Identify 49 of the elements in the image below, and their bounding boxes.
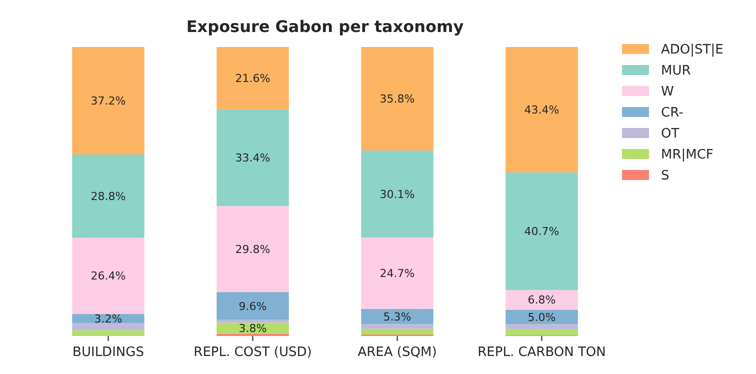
bar — [72, 47, 144, 155]
data-label: 28.8% — [90, 190, 126, 203]
x-tick-label: BUILDINGS — [72, 345, 144, 360]
data-label: 37.2% — [90, 94, 126, 108]
legend-label: W — [661, 84, 674, 100]
legend-label: S — [661, 168, 670, 184]
data-label: 29.8% — [235, 242, 270, 256]
x-tick-label: AREA (SQM) — [358, 345, 437, 360]
bar — [72, 323, 144, 330]
data-label: 3.8% — [238, 322, 267, 336]
bar — [72, 238, 144, 314]
bar — [506, 47, 578, 172]
bar — [506, 310, 578, 324]
data-label: 5.0% — [528, 310, 556, 324]
data-label: 9.6% — [238, 300, 267, 313]
bar — [506, 172, 578, 290]
bar — [216, 206, 289, 292]
bar — [216, 109, 289, 206]
data-label: 6.8% — [528, 294, 556, 307]
bar — [506, 290, 578, 310]
bar — [216, 292, 289, 320]
data-label: 43.4% — [524, 104, 560, 117]
bar — [361, 150, 434, 238]
x-tick-label: REPL. COST (USD) — [194, 345, 312, 360]
data-label: 33.4% — [235, 152, 270, 165]
bar — [72, 330, 144, 336]
data-label: 30.1% — [380, 188, 415, 201]
data-label: 40.7% — [524, 225, 560, 238]
chart-title: Exposure Gabon per taxonomy — [186, 17, 464, 36]
data-label: 5.3% — [383, 310, 412, 324]
data-label: 26.4% — [90, 270, 126, 283]
data-label: 21.6% — [235, 72, 270, 86]
legend-label: ADO|ST|E — [661, 42, 724, 58]
bar — [72, 154, 144, 238]
data-label: 3.2% — [94, 312, 122, 326]
legend-label: OT — [661, 126, 680, 142]
data-label: 24.7% — [380, 266, 415, 280]
bar — [506, 324, 578, 330]
bar — [361, 324, 434, 329]
bar — [361, 47, 434, 150]
bar — [361, 328, 434, 335]
bar — [216, 47, 289, 110]
bar — [506, 329, 578, 336]
x-tick-label: REPL. CARBON TON — [478, 345, 606, 360]
data-label: 35.8% — [380, 92, 415, 106]
legend-label: MUR — [661, 64, 691, 79]
legend-label: MR|MCF — [661, 148, 714, 163]
bar — [361, 237, 434, 309]
legend-label: CR- — [661, 106, 684, 121]
